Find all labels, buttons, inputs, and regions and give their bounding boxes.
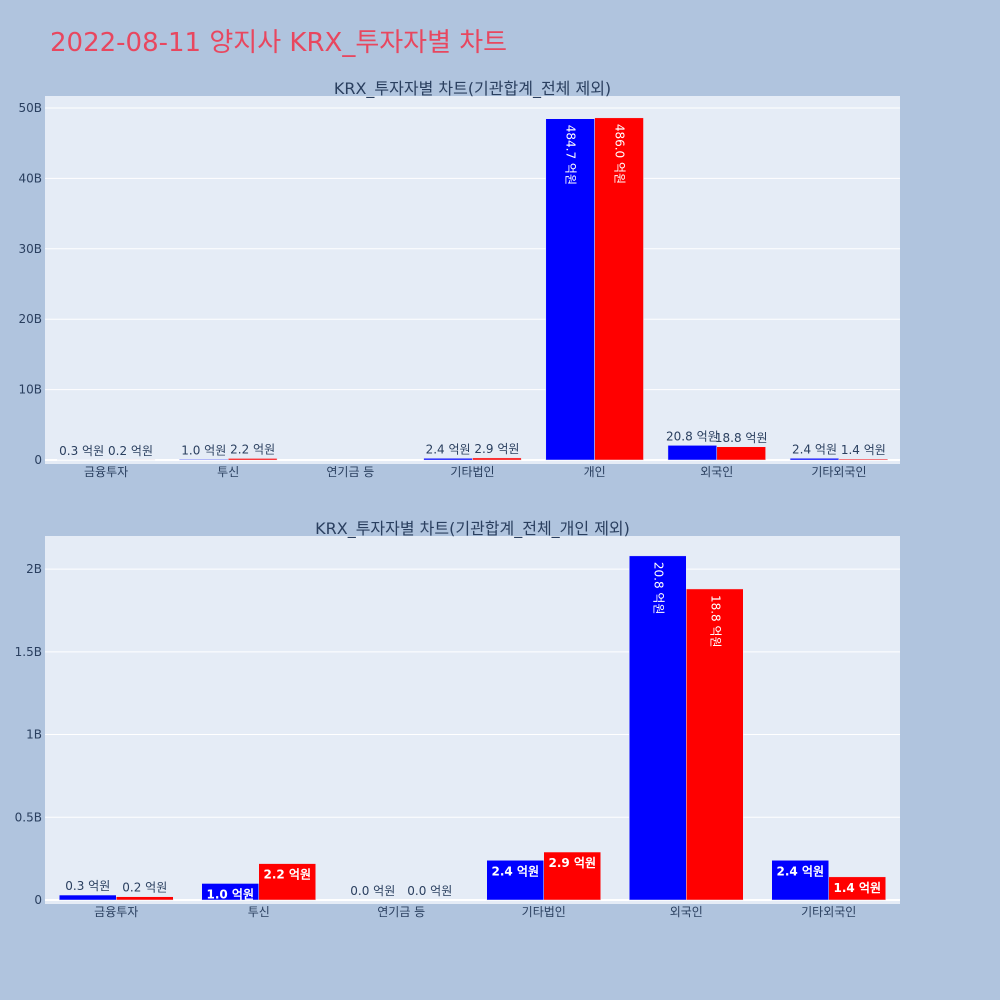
bar <box>716 446 766 461</box>
bar <box>116 896 174 901</box>
data-label: 1.4 억원 <box>833 881 881 895</box>
bar <box>258 863 316 901</box>
bar <box>59 894 117 901</box>
x-tick-label: 개인 <box>584 465 606 479</box>
data-label: 2.9 억원 <box>474 442 519 456</box>
y-tick-label: 0 <box>34 453 42 467</box>
bar <box>179 459 229 461</box>
plot-area <box>45 536 900 904</box>
plot-area <box>45 96 900 464</box>
y-tick-label: 0.5B <box>15 810 42 824</box>
bar <box>472 457 522 461</box>
chart-1: 0 10B 20B 30B 40B 50B KRX_투자자별 차트(기관합계_전체 제외) 0… <box>18 79 900 479</box>
data-label: 2.9 억원 <box>548 856 596 870</box>
x-tick-label: 기타외국인 <box>801 905 856 919</box>
data-label: 18.8 억원 <box>708 595 722 648</box>
data-label: 0.0 억원 <box>350 884 395 898</box>
chart-title: KRX_투자자별 차트(기관합계_전체 제외) <box>334 79 611 99</box>
data-label: 20.8 억원 <box>666 429 719 443</box>
chart-2: 0 0.5B 1B 1.5B 2B KRX_투자자별 차트(기관합계_전체_개인 제외) 0… <box>15 519 900 919</box>
bar <box>771 860 829 901</box>
data-label: 2.2 억원 <box>263 868 311 882</box>
bar <box>423 458 473 461</box>
y-tick-label: 20B <box>18 312 42 326</box>
x-tick-label: 외국인 <box>670 905 703 919</box>
x-tick-label: 투신 <box>217 465 239 479</box>
bar <box>543 851 601 901</box>
data-label: 0.0 억원 <box>407 884 452 898</box>
bar <box>629 555 687 901</box>
y-tick-label: 1B <box>26 728 42 742</box>
bar <box>789 458 840 461</box>
x-tick-label: 기타외국인 <box>811 465 866 479</box>
data-label: 2.4 억원 <box>491 864 539 878</box>
bar <box>828 876 886 901</box>
x-tick-label: 외국인 <box>700 465 733 479</box>
bar <box>838 458 889 461</box>
data-label: 1.0 억원 <box>206 887 254 901</box>
y-tick-label: 10B <box>18 383 42 397</box>
data-label: 2.4 억원 <box>792 442 837 456</box>
bar <box>686 588 744 901</box>
chart-title: KRX_투자자별 차트(기관합계_전체_개인 제외) <box>315 519 630 539</box>
x-tick-label: 기타법인 <box>450 465 494 479</box>
y-tick-label: 1.5B <box>15 645 42 659</box>
y-tick-label: 30B <box>18 242 42 256</box>
x-tick-label: 금융투자 <box>94 905 138 919</box>
bar <box>667 445 718 461</box>
data-label: 0.3 억원 <box>65 879 110 893</box>
y-tick-label: 0 <box>34 893 42 907</box>
data-label: 0.2 억원 <box>108 444 153 458</box>
y-tick-label: 50B <box>18 101 42 115</box>
data-label: 18.8 억원 <box>715 431 768 445</box>
data-label: 486.0 억원 <box>613 124 627 184</box>
x-tick-label: 연기금 등 <box>377 905 425 919</box>
data-label: 1.4 억원 <box>841 443 886 457</box>
x-tick-label: 기타법인 <box>522 905 566 919</box>
bar <box>594 117 644 461</box>
bar <box>227 458 278 461</box>
y-tick-label: 2B <box>26 562 42 576</box>
data-label: 1.0 억원 <box>181 443 226 457</box>
x-tick-label: 금융투자 <box>84 465 128 479</box>
x-tick-label: 연기금 등 <box>326 465 374 479</box>
data-label: 2.2 억원 <box>230 442 275 456</box>
page-title: 2022-08-11 양지사 KRX_투자자별 차트 <box>50 28 508 58</box>
data-label: 0.2 억원 <box>122 881 167 895</box>
data-label: 2.4 억원 <box>426 442 471 456</box>
data-label: 2.4 억원 <box>776 864 824 878</box>
data-label: 20.8 억원 <box>651 562 665 615</box>
data-label: 484.7 억원 <box>564 125 578 185</box>
x-tick-label: 투신 <box>248 905 270 919</box>
y-tick-label: 40B <box>18 171 42 185</box>
data-label: 0.3 억원 <box>59 444 104 458</box>
